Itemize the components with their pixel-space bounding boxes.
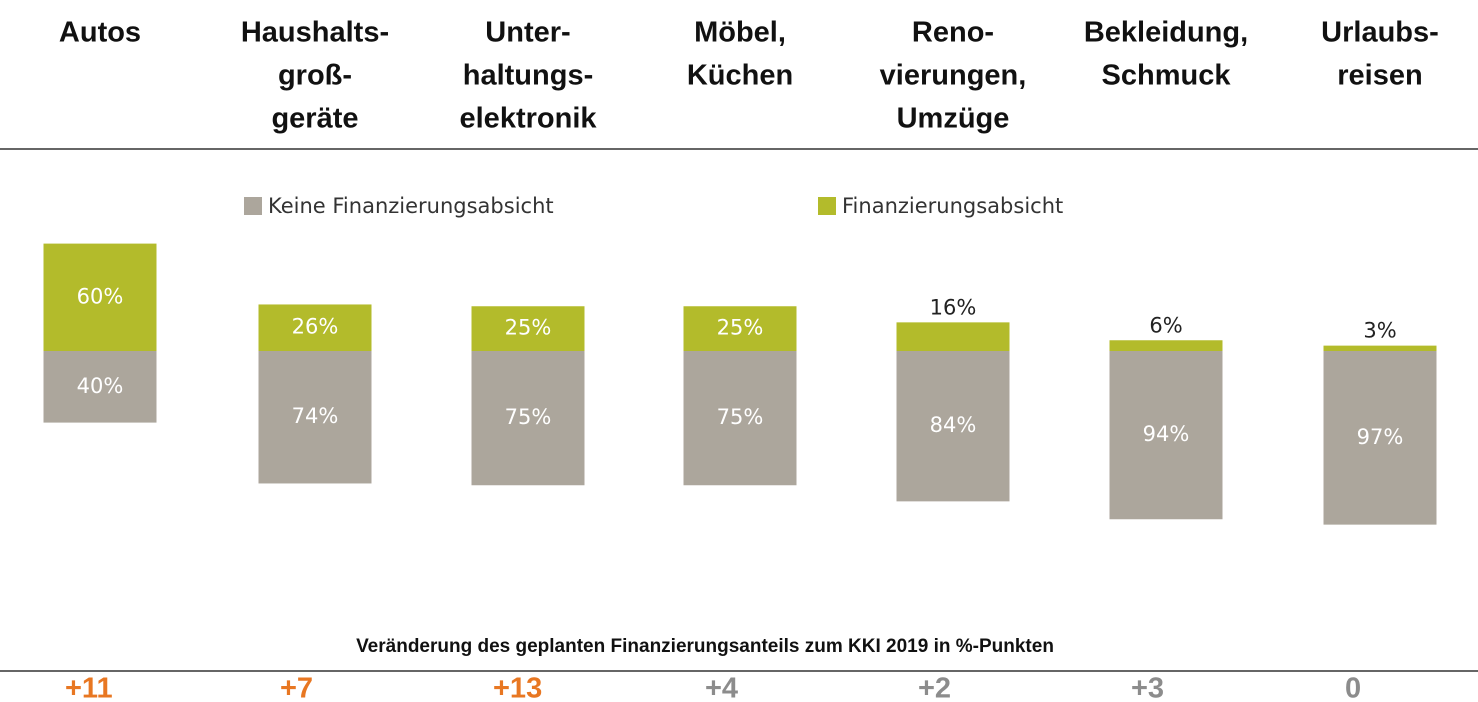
category-label: Haushalts- bbox=[241, 17, 389, 49]
category-label: Umzüge bbox=[897, 103, 1010, 135]
data-label: 60% bbox=[77, 284, 124, 308]
category-label: groß- bbox=[278, 60, 352, 92]
bar-segment bbox=[471, 306, 585, 351]
change-value: +2 bbox=[918, 673, 951, 702]
data-label: 25% bbox=[717, 316, 764, 340]
change-value: +7 bbox=[280, 673, 313, 702]
category-label: Reno- bbox=[912, 17, 994, 49]
data-label: 75% bbox=[505, 405, 552, 429]
bar-segment bbox=[896, 351, 1010, 502]
category-label: Unter- bbox=[485, 17, 570, 49]
bar-segment bbox=[43, 351, 157, 423]
bar-segment bbox=[1109, 340, 1223, 351]
bar-segment bbox=[683, 351, 797, 486]
bar-segment bbox=[683, 306, 797, 351]
category-label: Küchen bbox=[687, 60, 793, 92]
data-label: 6% bbox=[1149, 313, 1182, 337]
data-label: 97% bbox=[1357, 425, 1404, 449]
bar-segment bbox=[1323, 351, 1437, 525]
data-label: 74% bbox=[292, 404, 339, 428]
category-label: reisen bbox=[1337, 60, 1422, 92]
legend-label: Finanzierungsabsicht bbox=[842, 194, 1063, 218]
category-label: elektronik bbox=[460, 103, 598, 135]
category-label: Autos bbox=[59, 17, 141, 49]
data-label: 26% bbox=[292, 315, 339, 339]
category-label: geräte bbox=[271, 103, 358, 135]
bar-segment bbox=[1109, 351, 1223, 520]
change-value: +11 bbox=[65, 673, 113, 702]
data-label: 84% bbox=[930, 413, 977, 437]
bar-segment bbox=[258, 304, 372, 351]
change-value: 0 bbox=[1345, 673, 1361, 702]
change-title: Veränderung des geplanten Finanzierungsa… bbox=[356, 636, 1054, 657]
category-label: Schmuck bbox=[1102, 60, 1232, 92]
data-label: 16% bbox=[930, 295, 977, 319]
change-value: +3 bbox=[1131, 673, 1164, 702]
change-value: +4 bbox=[705, 673, 738, 702]
category-label: Urlaubs- bbox=[1321, 17, 1439, 49]
data-label: 94% bbox=[1143, 422, 1190, 446]
data-label: 25% bbox=[505, 316, 552, 340]
bar-segment bbox=[471, 351, 585, 486]
data-label: 3% bbox=[1363, 319, 1396, 343]
change-value: +13 bbox=[493, 673, 542, 702]
category-label: Möbel, bbox=[694, 17, 786, 49]
category-label: haltungs- bbox=[463, 60, 594, 92]
bar-segment bbox=[258, 351, 372, 484]
category-label: Bekleidung, bbox=[1084, 17, 1248, 49]
data-label: 40% bbox=[77, 374, 124, 398]
category-label: vierungen, bbox=[880, 60, 1027, 92]
legend-label: Keine Finanzierungsabsicht bbox=[268, 194, 554, 218]
legend-swatch bbox=[818, 197, 836, 215]
bar-segment bbox=[1323, 345, 1437, 351]
bar-segment bbox=[896, 322, 1010, 351]
legend-swatch bbox=[244, 197, 262, 215]
bar-segment bbox=[43, 243, 157, 351]
data-label: 75% bbox=[717, 405, 764, 429]
